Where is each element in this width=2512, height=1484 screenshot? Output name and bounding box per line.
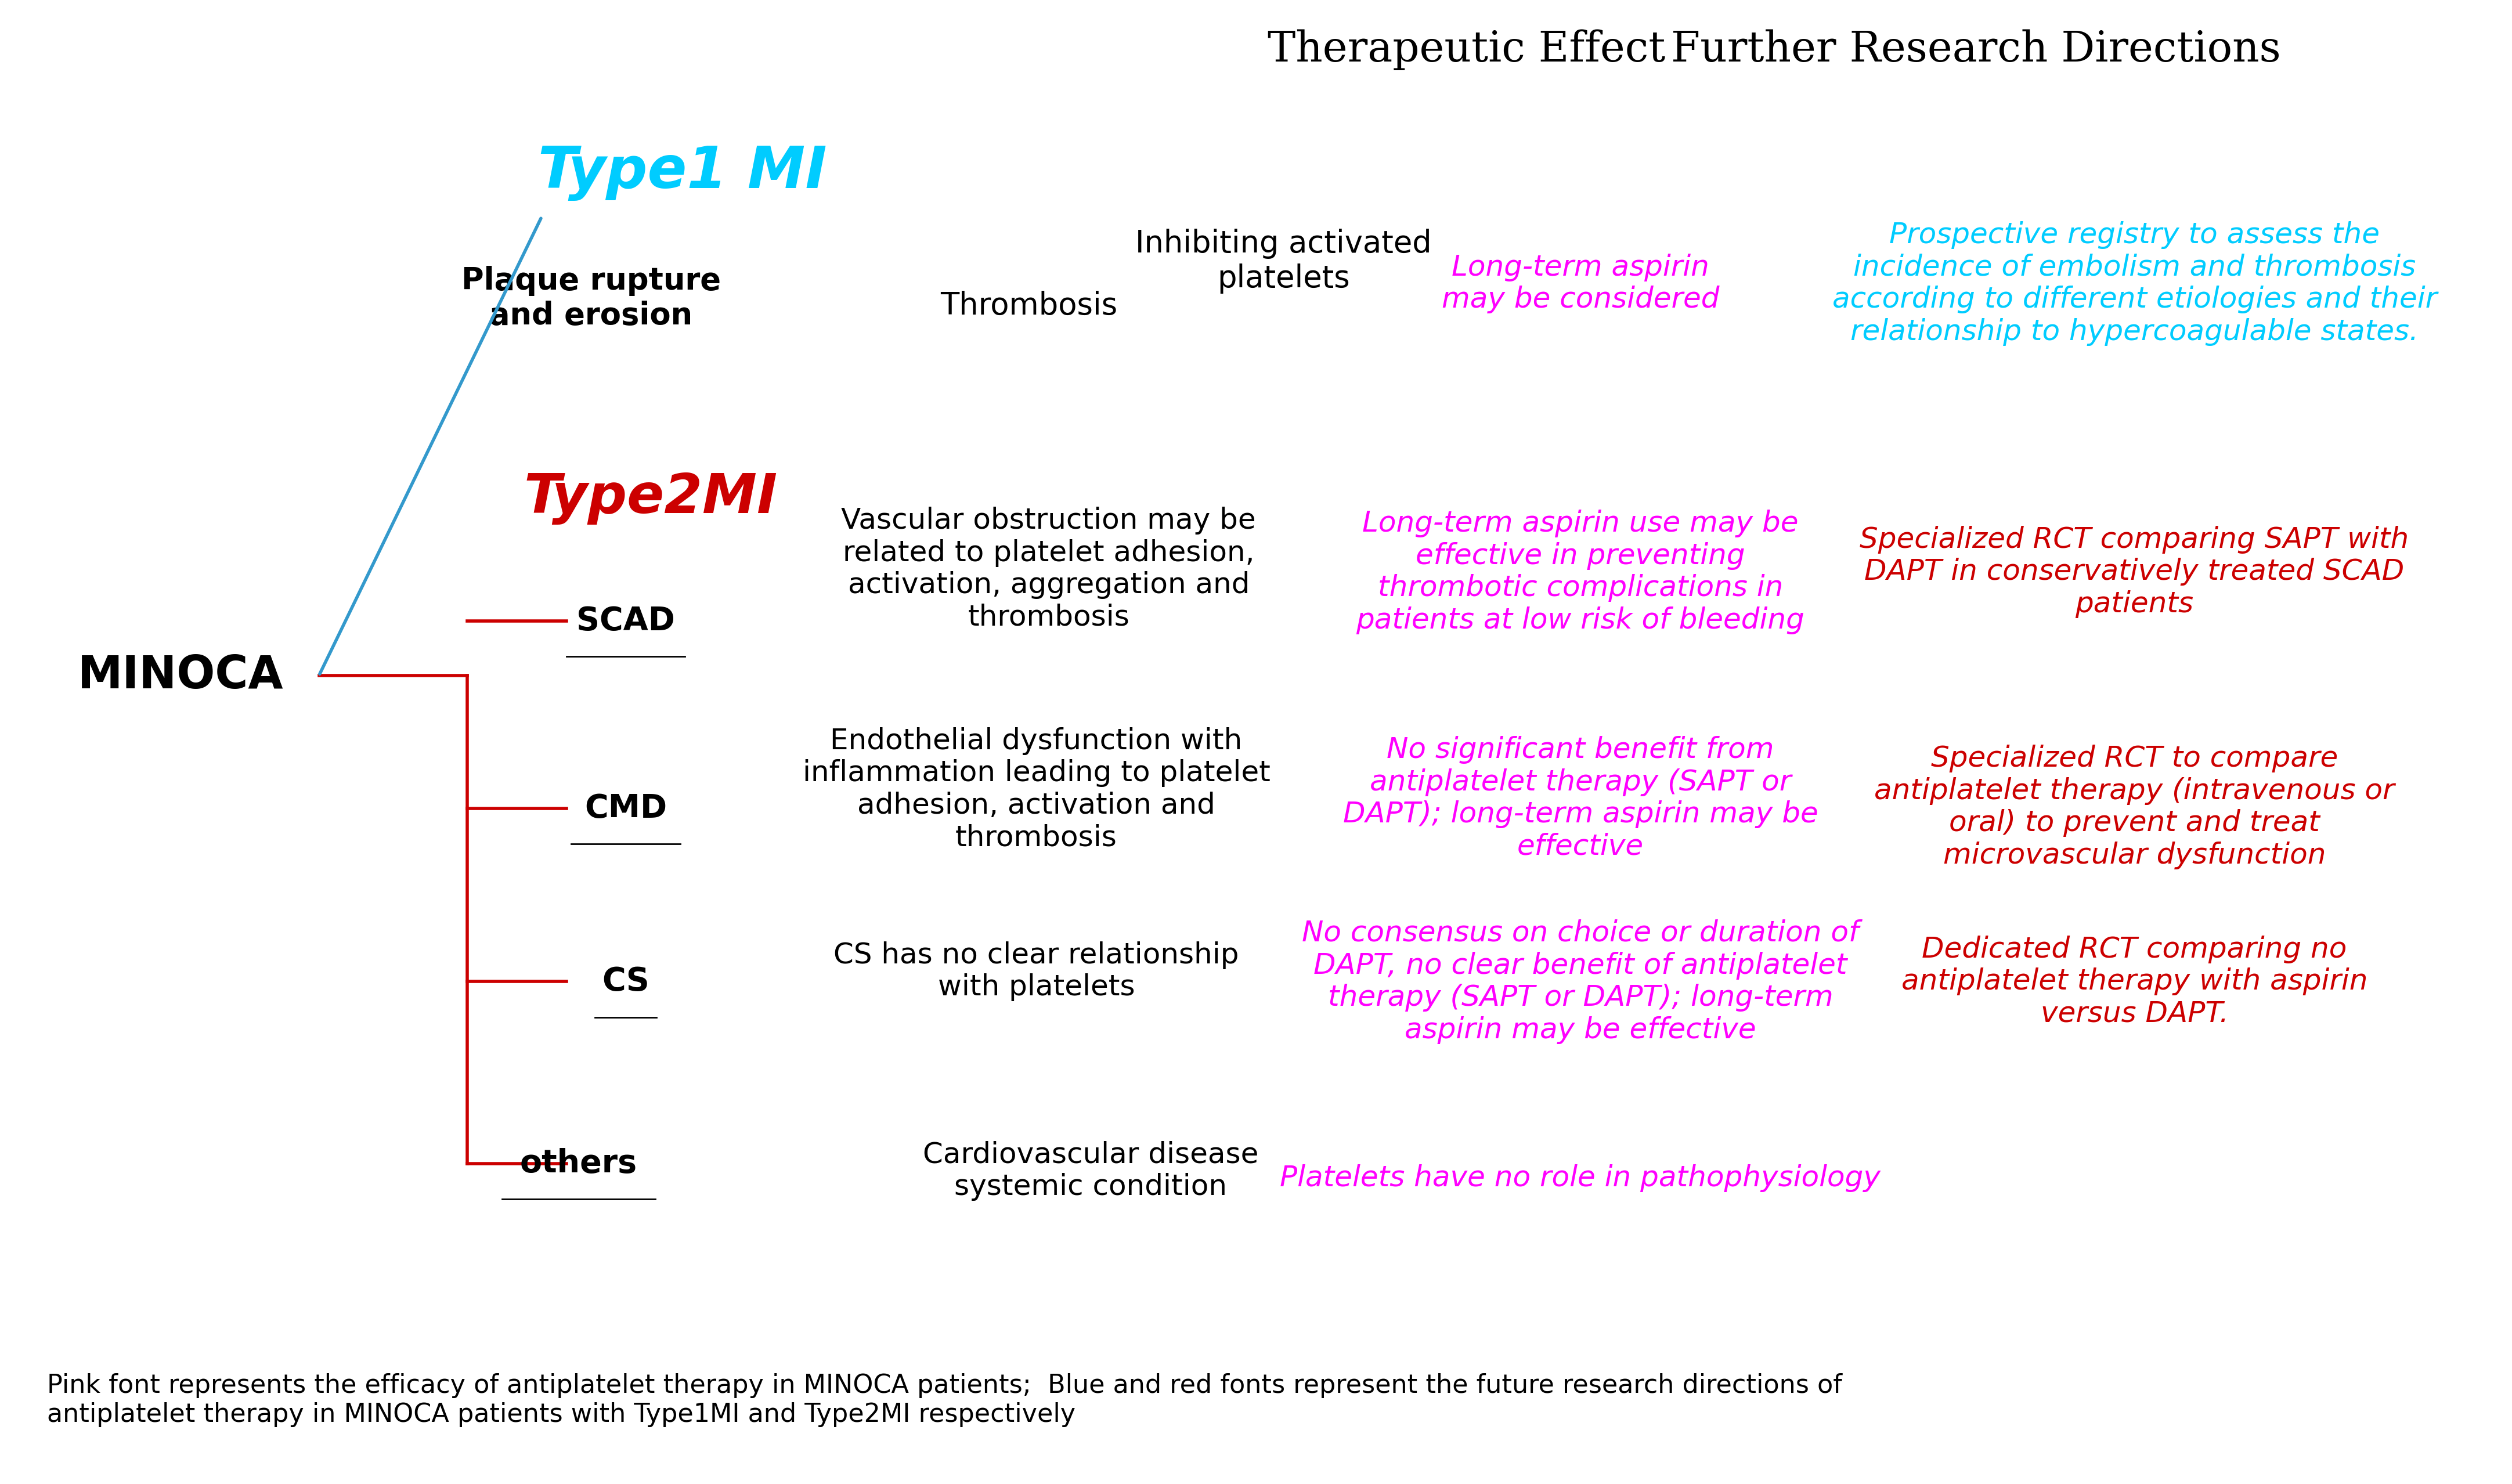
Text: CS has no clear relationship
with platelets: CS has no clear relationship with platel… xyxy=(834,941,1238,1002)
Text: Further Research Directions: Further Research Directions xyxy=(1670,30,2281,70)
Text: Long-term aspirin use may be
effective in preventing
thrombotic complications in: Long-term aspirin use may be effective i… xyxy=(1356,509,1804,634)
Text: Inhibiting activated
platelets: Inhibiting activated platelets xyxy=(1135,229,1432,294)
Text: Vascular obstruction may be
related to platelet adhesion,
activation, aggregatio: Vascular obstruction may be related to p… xyxy=(842,506,1256,631)
Text: Dedicated RCT comparing no
antiplatelet therapy with aspirin
versus DAPT.: Dedicated RCT comparing no antiplatelet … xyxy=(1902,935,2369,1028)
Text: No significant benefit from
antiplatelet therapy (SAPT or
DAPT); long-term aspir: No significant benefit from antiplatelet… xyxy=(1344,736,1819,861)
Text: Specialized RCT to compare
antiplatelet therapy (intravenous or
oral) to prevent: Specialized RCT to compare antiplatelet … xyxy=(1874,745,2394,870)
Text: Prospective registry to assess the
incidence of embolism and thrombosis
accordin: Prospective registry to assess the incid… xyxy=(1831,221,2437,346)
Text: Thrombosis: Thrombosis xyxy=(939,291,1118,321)
Text: No consensus on choice or duration of
DAPT, no clear benefit of antiplatelet
the: No consensus on choice or duration of DA… xyxy=(1301,919,1859,1043)
Text: Therapeutic Effect: Therapeutic Effect xyxy=(1269,30,1665,70)
Text: Endothelial dysfunction with
inflammation leading to platelet
adhesion, activati: Endothelial dysfunction with inflammatio… xyxy=(801,727,1271,852)
Text: Long-term aspirin
may be considered: Long-term aspirin may be considered xyxy=(1442,254,1718,313)
Text: Pink font represents the efficacy of antiplatelet therapy in MINOCA patients;  B: Pink font represents the efficacy of ant… xyxy=(48,1373,1841,1428)
Text: Cardiovascular disease
systemic condition: Cardiovascular disease systemic conditio… xyxy=(922,1141,1259,1201)
Text: Type1 MI: Type1 MI xyxy=(538,144,826,200)
Text: CMD: CMD xyxy=(585,792,668,824)
Text: Plaque rupture
and erosion: Plaque rupture and erosion xyxy=(462,266,721,331)
Text: CS: CS xyxy=(603,966,651,997)
Text: MINOCA: MINOCA xyxy=(78,653,284,697)
Text: Platelets have no role in pathophysiology: Platelets have no role in pathophysiolog… xyxy=(1281,1165,1881,1192)
Text: SCAD: SCAD xyxy=(575,605,676,637)
Text: Type2MI: Type2MI xyxy=(522,472,776,525)
Text: others: others xyxy=(520,1149,638,1180)
Text: Specialized RCT comparing SAPT with
DAPT in conservatively treated SCAD
patients: Specialized RCT comparing SAPT with DAPT… xyxy=(1859,525,2409,619)
